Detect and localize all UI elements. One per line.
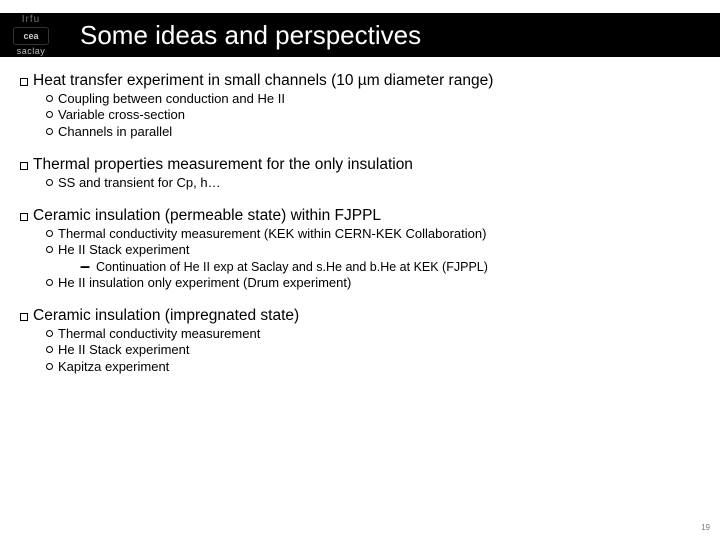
logo-block: Irfu cea saclay: [6, 8, 56, 62]
list-item: SS and transient for Cp, h…: [46, 175, 700, 191]
logo-cea-badge: cea: [13, 27, 49, 45]
circle-bullet-icon: [46, 128, 53, 135]
section-1: Heat transfer experiment in small channe…: [20, 72, 700, 140]
heading-text: Heat transfer experiment in small channe…: [33, 72, 493, 90]
sub-list-item: – Continuation of He II exp at Saclay an…: [80, 259, 700, 275]
subitem-text: Continuation of He II exp at Saclay and …: [96, 259, 488, 275]
logo-cea-text: cea: [23, 31, 38, 41]
section-heading: Ceramic insulation (permeable state) wit…: [20, 207, 700, 225]
list-item: Variable cross-section: [46, 107, 700, 123]
list-item: He II Stack experiment: [46, 342, 700, 358]
logo-saclay-text: saclay: [17, 47, 46, 56]
section-heading: Heat transfer experiment in small channe…: [20, 72, 700, 90]
item-text: Thermal conductivity measurement (KEK wi…: [58, 226, 486, 242]
item-text: Thermal conductivity measurement: [58, 326, 260, 342]
item-text: Channels in parallel: [58, 124, 172, 140]
dash-bullet-icon: –: [80, 257, 90, 275]
circle-bullet-icon: [46, 279, 53, 286]
section-4: Ceramic insulation (impregnated state) T…: [20, 307, 700, 375]
circle-bullet-icon: [46, 346, 53, 353]
square-bullet-icon: [20, 162, 28, 170]
heading-text: Thermal properties measurement for the o…: [33, 156, 413, 174]
heading-text: Ceramic insulation (permeable state) wit…: [33, 207, 381, 225]
list-item: He II Stack experiment: [46, 242, 700, 258]
list-item: Kapitza experiment: [46, 359, 700, 375]
list-item: Thermal conductivity measurement (KEK wi…: [46, 226, 700, 242]
section-3: Ceramic insulation (permeable state) wit…: [20, 207, 700, 291]
circle-bullet-icon: [46, 179, 53, 186]
square-bullet-icon: [20, 313, 28, 321]
item-text: SS and transient for Cp, h…: [58, 175, 221, 191]
circle-bullet-icon: [46, 363, 53, 370]
list-item: Thermal conductivity measurement: [46, 326, 700, 342]
section-heading: Ceramic insulation (impregnated state): [20, 307, 700, 325]
circle-bullet-icon: [46, 330, 53, 337]
list-item: Coupling between conduction and He II: [46, 91, 700, 107]
circle-bullet-icon: [46, 230, 53, 237]
section-heading: Thermal properties measurement for the o…: [20, 156, 700, 174]
item-text: Variable cross-section: [58, 107, 185, 123]
item-text: Coupling between conduction and He II: [58, 91, 285, 107]
page-number: 19: [701, 523, 710, 532]
slide-content: Heat transfer experiment in small channe…: [20, 72, 700, 391]
list-item: He II insulation only experiment (Drum e…: [46, 275, 700, 291]
circle-bullet-icon: [46, 246, 53, 253]
circle-bullet-icon: [46, 111, 53, 118]
square-bullet-icon: [20, 213, 28, 221]
item-text: Kapitza experiment: [58, 359, 169, 375]
heading-text: Ceramic insulation (impregnated state): [33, 307, 299, 325]
item-text: He II Stack experiment: [58, 342, 190, 358]
header-band: Some ideas and perspectives: [0, 13, 720, 57]
square-bullet-icon: [20, 78, 28, 86]
item-text: He II insulation only experiment (Drum e…: [58, 275, 351, 291]
item-text: He II Stack experiment: [58, 242, 190, 258]
logo-irfu-text: Irfu: [22, 15, 40, 25]
section-2: Thermal properties measurement for the o…: [20, 156, 700, 191]
slide-title: Some ideas and perspectives: [80, 20, 421, 51]
circle-bullet-icon: [46, 95, 53, 102]
list-item: Channels in parallel: [46, 124, 700, 140]
